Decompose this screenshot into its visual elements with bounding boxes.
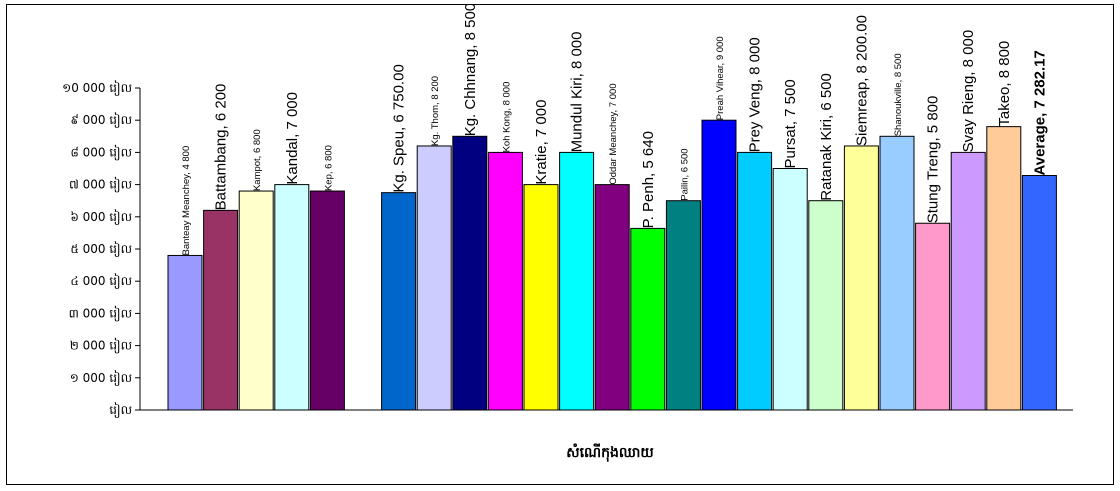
bar [772, 168, 808, 411]
bar [950, 151, 986, 411]
x-axis-label: សំណើ​កុ​ងឈាយ [566, 443, 654, 462]
bar [238, 190, 274, 411]
bar [487, 151, 523, 411]
bar [523, 184, 559, 411]
bars [167, 119, 1057, 411]
bar-data-label: Svay Rieng, 8 000 [960, 30, 977, 153]
bar-data-label: Banteay Meanchey, 4 800 [181, 146, 192, 256]
y-tick-label: ៤ 000 រៀល [70, 273, 132, 289]
y-axis: រៀល ១ 000 រៀល ២ 000 រៀល ៣ 000 រៀល ៤ 000 រៀល ៥… [62, 80, 1073, 418]
bar [559, 151, 595, 411]
bar-chart: រៀល ១ 000 រៀល ២ 000 រៀល ៣ 000 រៀល ៤ 000 រៀល ៥… [62, 5, 1073, 462]
y-tick-label: ២ 000 រៀល [70, 338, 132, 354]
bar-data-label: Oddar Meanchey, 7 000 [608, 83, 619, 184]
bar-data-label: Prey Veng, 8 000 [747, 37, 764, 152]
bar-data-label: Pursat, 7 500 [782, 79, 799, 168]
bar-data-label: Ratanak Kiri, 6 500 [818, 73, 835, 201]
bar [879, 135, 915, 411]
bar [203, 209, 239, 411]
bar [915, 222, 951, 411]
bar-labels: Banteay Meanchey, 4 800 Battambang, 6 200… [181, 5, 1048, 255]
bar-data-label: Shanoukville, 8 500 [893, 53, 904, 136]
bar-data-label: Kg. Speu, 6 750.00 [391, 64, 408, 192]
bar-data-label: Kampot, 6 800 [252, 129, 263, 191]
bar-data-label: Kg. Chhnang, 8 500 [462, 5, 479, 136]
bar-data-label: Battambang, 6 200 [213, 84, 230, 211]
bar-data-label: Siemreap, 8 200.00 [853, 15, 870, 146]
bar [737, 151, 773, 411]
bar-data-label: P. Penh, 5 640 [640, 131, 657, 228]
bar [665, 200, 701, 411]
bar [594, 184, 630, 411]
bar-data-label: Kg. Thom, 8 200 [430, 76, 441, 146]
chart-frame: រៀល ១ 000 រៀល ២ 000 រៀល ៣ 000 រៀល ៤ 000 រៀល ៥… [6, 4, 1114, 485]
y-tick-label: ៣ 000 រៀល [69, 305, 132, 321]
bar-data-label: Preah Vihear, 9 000 [715, 36, 726, 120]
bar [416, 145, 452, 411]
bar-data-label: Average, 7 282.17 [1031, 50, 1048, 175]
y-tick-label: ១ 000 រៀល [70, 370, 132, 386]
bar-data-label: Mundul Kiri, 8 000 [569, 31, 586, 152]
bar [381, 192, 417, 411]
bar [309, 190, 345, 411]
y-tick-label: ៨ 000 រៀល [70, 144, 132, 160]
bar-data-label: Koh Kong, 8 000 [501, 82, 512, 153]
bar [986, 126, 1022, 411]
bar [808, 200, 844, 411]
bar-data-label: Stung Treng, 5 800 [925, 96, 942, 224]
bar [274, 184, 310, 411]
bar [843, 145, 879, 411]
bar [1021, 175, 1057, 411]
y-tick-label: ៧ 000 រៀល [69, 177, 132, 193]
bar [452, 135, 488, 411]
bar [630, 227, 666, 411]
y-tick-label: រៀល [109, 402, 132, 418]
y-tick-label: ៦ 000 រៀល [70, 209, 132, 225]
bar [167, 254, 203, 411]
bar-data-label: Takeo, 8 800 [996, 41, 1013, 127]
bar-data-label: Kratie, 7 000 [533, 100, 550, 185]
bar-data-label: Kandal, 7 000 [284, 92, 301, 185]
y-tick-label: ៥ 000 រៀល [70, 241, 132, 257]
bar-data-label: Pailin, 6 500 [679, 148, 690, 200]
y-tick-label: ១0 000 រៀល [62, 80, 132, 96]
bar-data-label: Kep, 6 800 [323, 145, 334, 191]
y-tick-label: ៩ 000 រៀល [70, 112, 132, 128]
bar [701, 119, 737, 411]
